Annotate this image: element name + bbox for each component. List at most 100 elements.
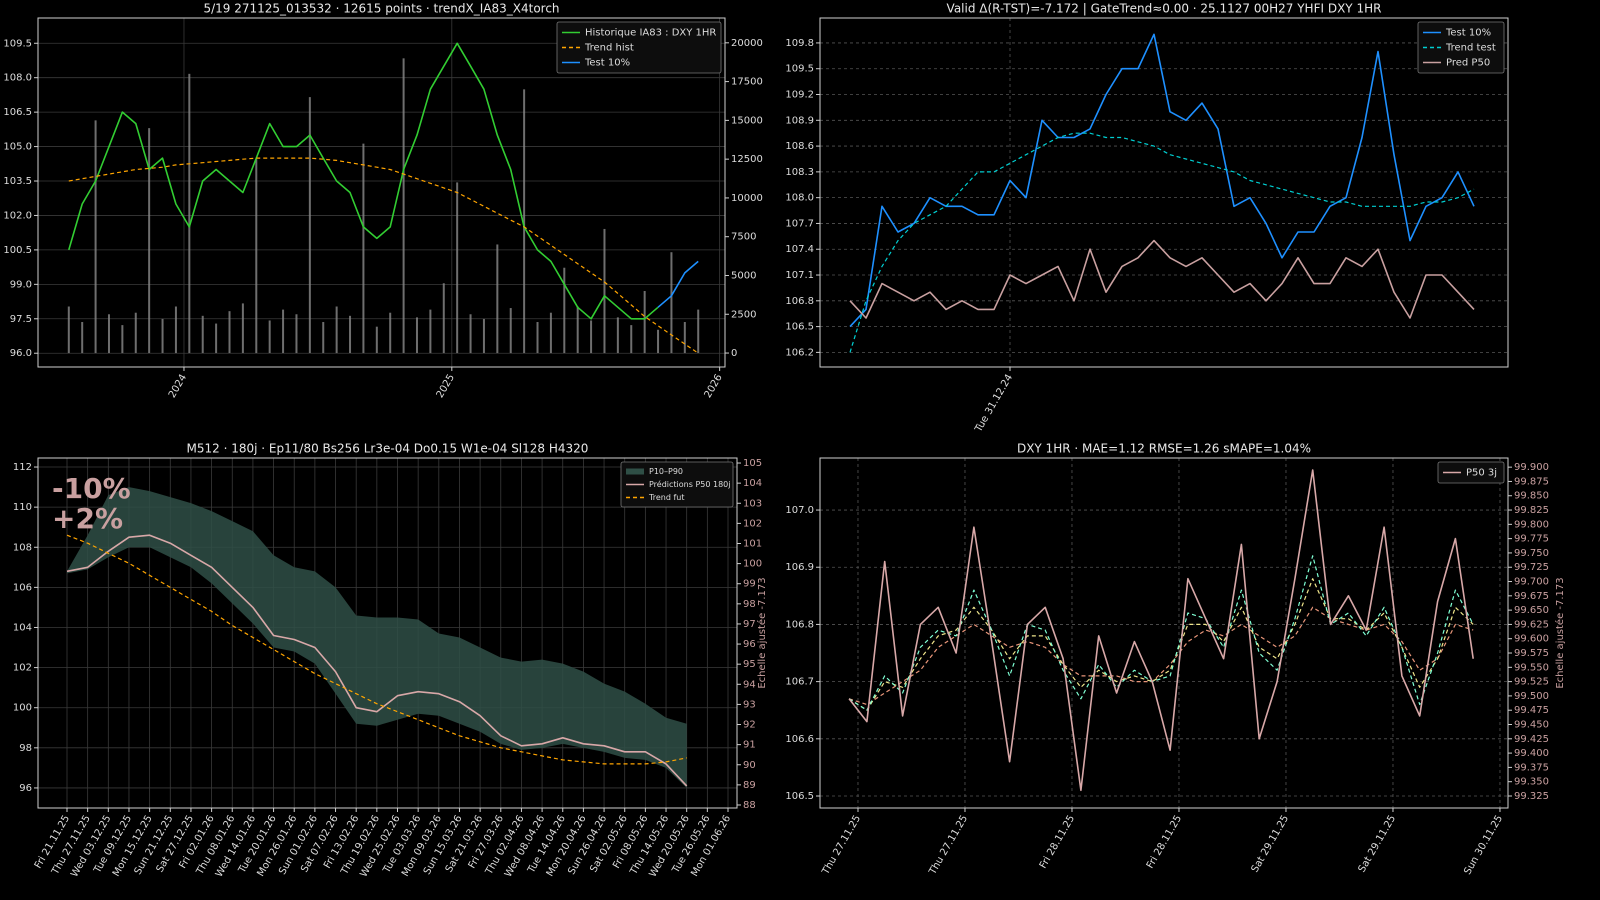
y2-tick-label: 99.675 xyxy=(1514,591,1549,602)
y2-tick-label: 20000 xyxy=(731,38,763,49)
y-tick-label: 109.5 xyxy=(785,64,814,75)
plot-frame xyxy=(37,17,726,368)
x-tick-label: Fri 28.11.25 xyxy=(1038,814,1077,871)
y2-tick-label: 90 xyxy=(743,760,756,771)
chart-title: DXY 1HR · MAE=1.12 RMSE=1.26 sMAPE=1.04% xyxy=(1017,442,1311,456)
y-tick-label: 103.5 xyxy=(3,176,32,187)
y2-tick-label: 99.875 xyxy=(1514,476,1549,487)
x-tick-label: Sat 29.11.25 xyxy=(1357,814,1399,875)
plot-frame xyxy=(37,457,738,809)
y-tick-label: 100 xyxy=(13,703,32,714)
y2-axis-label: Echelle ajustée -7.173 xyxy=(1554,577,1566,688)
y2-tick-label: 88 xyxy=(743,800,756,811)
chart-title: Valid Δ(R-TST)=-7.172 | GateTrend≈0.00 ·… xyxy=(947,2,1382,16)
y2-tick-label: 99.525 xyxy=(1514,677,1549,688)
y2-tick-label: 103 xyxy=(743,498,762,509)
volume-bar xyxy=(81,322,84,354)
y2-tick-label: 5000 xyxy=(731,270,756,281)
y-tick-label: 100.5 xyxy=(3,245,32,256)
volume-bar xyxy=(429,309,432,354)
legend-label: Test 10% xyxy=(584,58,630,69)
volume-bar xyxy=(670,252,673,354)
volume-bar xyxy=(630,325,633,354)
series-line xyxy=(848,555,1474,711)
y-tick-label: 96.0 xyxy=(10,348,32,359)
legend-label: Test 10% xyxy=(1445,28,1491,39)
volume-bar xyxy=(482,318,485,354)
volume-bar xyxy=(322,322,325,354)
y-tick-label: 102.0 xyxy=(3,210,32,221)
x-tick-label: Fri 28.11.25 xyxy=(1145,814,1184,871)
series-line xyxy=(66,534,687,765)
volume-bar xyxy=(201,315,204,354)
y-tick-label: 106.2 xyxy=(785,347,814,358)
volume-bar xyxy=(697,309,700,354)
y2-tick-label: 99.375 xyxy=(1514,762,1549,773)
legend-label: Trend fut xyxy=(648,493,684,502)
y2-tick-label: 99.600 xyxy=(1514,634,1549,645)
volume-bar xyxy=(415,317,418,354)
y2-tick-label: 92 xyxy=(743,720,756,731)
volume-bar xyxy=(590,320,593,354)
y2-tick-label: 99.775 xyxy=(1514,534,1549,545)
legend-box xyxy=(556,21,722,74)
y-tick-label: 98 xyxy=(19,743,32,754)
x-tick-label: Sun 30.11.25 xyxy=(1462,814,1505,877)
volume-bar xyxy=(375,326,378,354)
y2-tick-label: 17500 xyxy=(731,77,763,88)
plot-frame xyxy=(819,457,1509,809)
y2-tick-label: 99.450 xyxy=(1514,720,1549,731)
volume-bar xyxy=(295,314,298,354)
y-tick-label: 108.0 xyxy=(3,73,32,84)
y2-tick-label: 99.500 xyxy=(1514,691,1549,702)
y2-tick-label: 99.625 xyxy=(1514,619,1549,630)
y-tick-label: 106.5 xyxy=(785,791,814,802)
y-tick-label: 105.0 xyxy=(3,142,32,153)
volume-bar xyxy=(148,128,151,354)
y2-tick-label: 95 xyxy=(743,659,756,670)
y-tick-label: 109.2 xyxy=(785,90,814,101)
y2-tick-label: 99.725 xyxy=(1514,562,1549,573)
y2-tick-label: 99.400 xyxy=(1514,748,1549,759)
y-tick-label: 109.8 xyxy=(785,38,814,49)
y2-tick-label: 99.900 xyxy=(1514,462,1549,473)
volume-bar xyxy=(389,312,392,354)
y-tick-label: 99.0 xyxy=(10,279,32,290)
y2-tick-label: 105 xyxy=(743,458,762,469)
y-tick-label: 108 xyxy=(13,542,32,553)
volume-bar xyxy=(94,120,97,354)
volume-bar xyxy=(616,317,619,354)
volume-bar xyxy=(349,315,352,354)
y-tick-label: 106.9 xyxy=(785,562,814,573)
annotation: -10% xyxy=(52,472,131,505)
x-tick-label: 2026 xyxy=(703,373,725,401)
series-line xyxy=(848,469,1474,792)
series-line xyxy=(849,33,1475,328)
legend-label: P50 3j xyxy=(1466,468,1497,479)
y2-tick-label: 99.325 xyxy=(1514,791,1549,802)
y-tick-label: 108.0 xyxy=(785,193,814,204)
y2-tick-label: 99.800 xyxy=(1514,519,1549,530)
x-tick-label: Thu 27.11.25 xyxy=(927,814,970,878)
y2-tick-label: 89 xyxy=(743,780,756,791)
y2-axis-label: Echelle ajustée -7.173 xyxy=(756,577,768,688)
y-tick-label: 112 xyxy=(13,462,32,473)
volume-bar xyxy=(469,314,472,354)
series-line xyxy=(657,260,699,308)
y2-tick-label: 12500 xyxy=(731,154,763,165)
chart-panel: Thu 27.11.25 Thu 27.11.25 Fri 28.11.25 Fri … xyxy=(785,442,1566,878)
y-tick-label: 109.5 xyxy=(3,38,32,49)
volume-bar xyxy=(362,143,365,354)
y2-tick-label: 102 xyxy=(743,518,762,529)
y-tick-label: 107.4 xyxy=(785,244,814,255)
y2-tick-label: 93 xyxy=(743,699,756,710)
y-tick-label: 107.0 xyxy=(785,505,814,516)
x-tick-label: Sat 29.11.25 xyxy=(1250,814,1292,875)
volume-bar xyxy=(643,290,646,354)
y-tick-label: 106.5 xyxy=(3,107,32,118)
volume-bar xyxy=(308,97,311,354)
y-tick-label: 102 xyxy=(13,663,32,674)
